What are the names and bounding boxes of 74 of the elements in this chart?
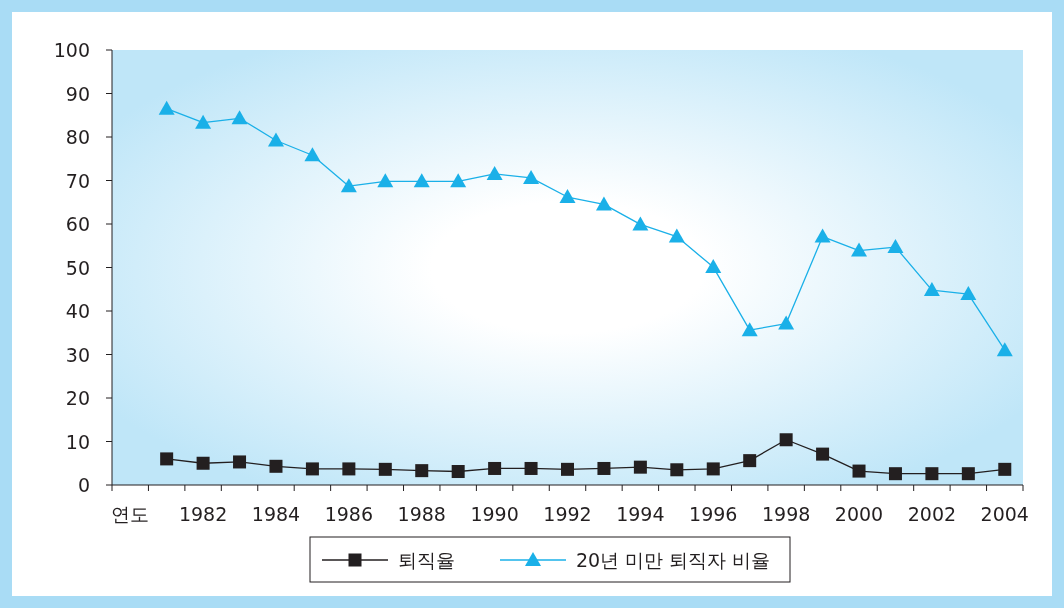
x-tick-label: 1996: [689, 503, 738, 525]
point: [267, 132, 284, 147]
point: [450, 173, 467, 188]
point: [561, 462, 574, 476]
point: [633, 460, 647, 474]
point: [998, 462, 1012, 476]
point: [451, 465, 465, 479]
point: [816, 447, 830, 461]
y-tick-label: 0: [77, 474, 90, 496]
y-tick-label: 50: [65, 256, 90, 279]
x-tick-label: 1992: [543, 503, 592, 525]
point: [923, 282, 940, 297]
x-tick-label: 연도: [111, 503, 150, 525]
point: [852, 464, 866, 478]
point: [851, 242, 868, 257]
point: [342, 462, 356, 476]
y-tick-label: 100: [53, 39, 90, 61]
point: [160, 452, 174, 466]
y-tick-label: 40: [65, 300, 90, 322]
point: [488, 461, 502, 475]
point: [960, 286, 977, 301]
y-tick-label: 90: [65, 82, 90, 105]
point: [378, 462, 392, 476]
point: [559, 189, 576, 204]
y-tick-label: 10: [65, 430, 90, 453]
point: [158, 100, 175, 115]
point: [888, 467, 902, 481]
point: [196, 456, 210, 470]
x-tick-label: 1984: [251, 503, 301, 525]
point: [778, 315, 795, 330]
point: [269, 459, 283, 473]
y-tick-label: 80: [65, 126, 90, 148]
x-tick-label: 2000: [834, 503, 884, 525]
point: [231, 110, 248, 125]
x-tick-label: 2004: [980, 503, 1029, 525]
point: [195, 114, 212, 129]
point: [595, 196, 612, 211]
point: [779, 433, 793, 447]
point: [996, 342, 1013, 357]
point: [670, 463, 684, 477]
point: [523, 169, 540, 184]
point: [305, 462, 319, 476]
x-tick-label: 1986: [324, 503, 374, 525]
x-tick-label: 1990: [470, 503, 519, 525]
y-tick-label: 30: [65, 343, 90, 366]
y-tick-label: 20: [65, 387, 90, 409]
point: [632, 216, 649, 231]
point: [887, 239, 904, 254]
x-tick-label: 1994: [616, 503, 665, 525]
y-tick-label: 70: [65, 169, 90, 192]
point: [304, 147, 321, 162]
point: [705, 259, 722, 274]
point: [340, 178, 357, 193]
legend-label: 20년 미만 퇴직자 비율: [576, 549, 771, 571]
point: [486, 165, 503, 180]
y-tick-label: 60: [65, 213, 90, 235]
point: [413, 173, 430, 188]
point: [233, 455, 247, 469]
point: [377, 173, 394, 188]
legend-label: 퇴직율: [398, 549, 455, 571]
point: [524, 461, 538, 475]
point: [597, 461, 611, 475]
x-tick-label: 2002: [907, 503, 957, 525]
point: [668, 228, 685, 243]
point: [961, 467, 975, 481]
point: [706, 462, 720, 476]
point: [925, 467, 939, 481]
point: [814, 228, 831, 243]
x-tick-label: 1982: [178, 503, 228, 525]
x-tick-label: 1988: [397, 503, 446, 525]
point: [415, 464, 429, 478]
point: [741, 322, 758, 337]
x-tick-label: 1998: [761, 503, 811, 525]
point: [743, 454, 757, 468]
